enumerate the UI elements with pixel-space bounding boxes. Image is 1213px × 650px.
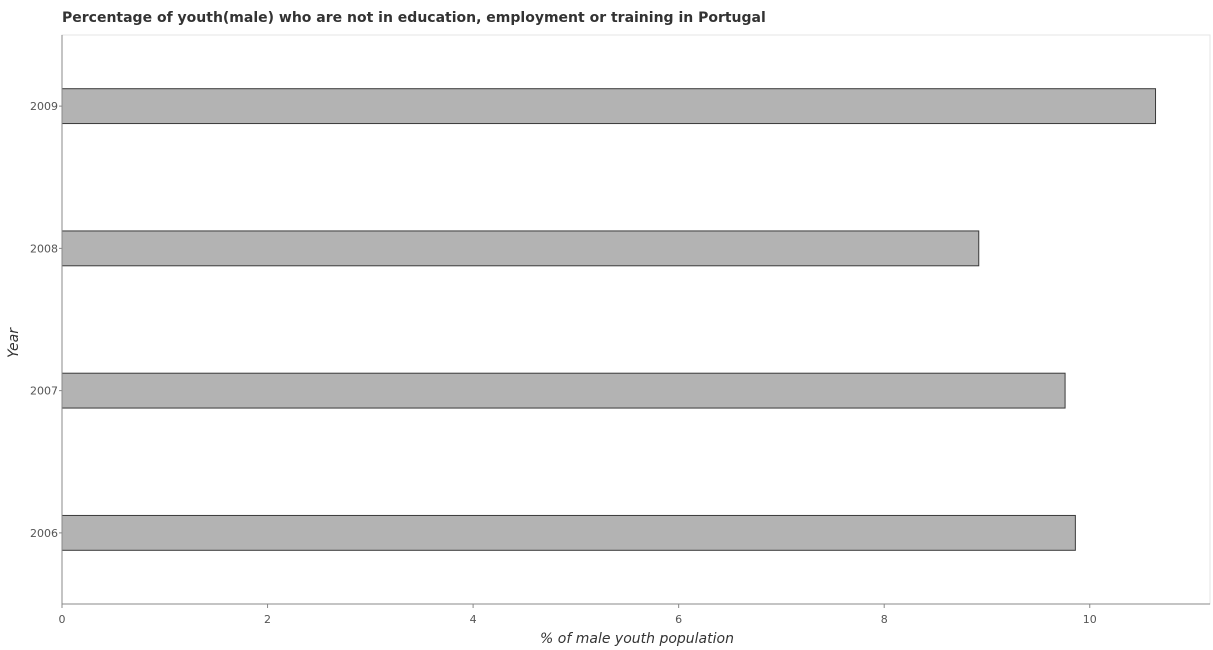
y-tick-label-2007: 2007 <box>30 385 58 398</box>
bar-2009 <box>61 88 1157 125</box>
bar-2006 <box>61 514 1076 551</box>
y-axis-label: Year <box>6 327 22 358</box>
bar-2008 <box>61 230 980 267</box>
x-tick-label-8: 8 <box>881 613 888 626</box>
x-tick-label-10: 10 <box>1083 613 1097 626</box>
axes-layer: 2006 2007 2008 2009 0 2 4 6 8 10 <box>30 34 1211 626</box>
bars-layer <box>61 88 1157 551</box>
x-tick-label-4: 4 <box>470 613 477 626</box>
bar-2007 <box>61 372 1066 409</box>
y-tick-label-2006: 2006 <box>30 527 58 540</box>
chart-title: Percentage of youth(male) who are not in… <box>62 10 766 26</box>
x-tick-label-6: 6 <box>675 613 682 626</box>
x-axis-label: % of male youth population <box>540 631 734 647</box>
x-tick-label-2: 2 <box>264 613 271 626</box>
x-tick-label-0: 0 <box>59 613 66 626</box>
y-tick-label-2009: 2009 <box>30 100 58 113</box>
y-tick-label-2008: 2008 <box>30 242 58 255</box>
